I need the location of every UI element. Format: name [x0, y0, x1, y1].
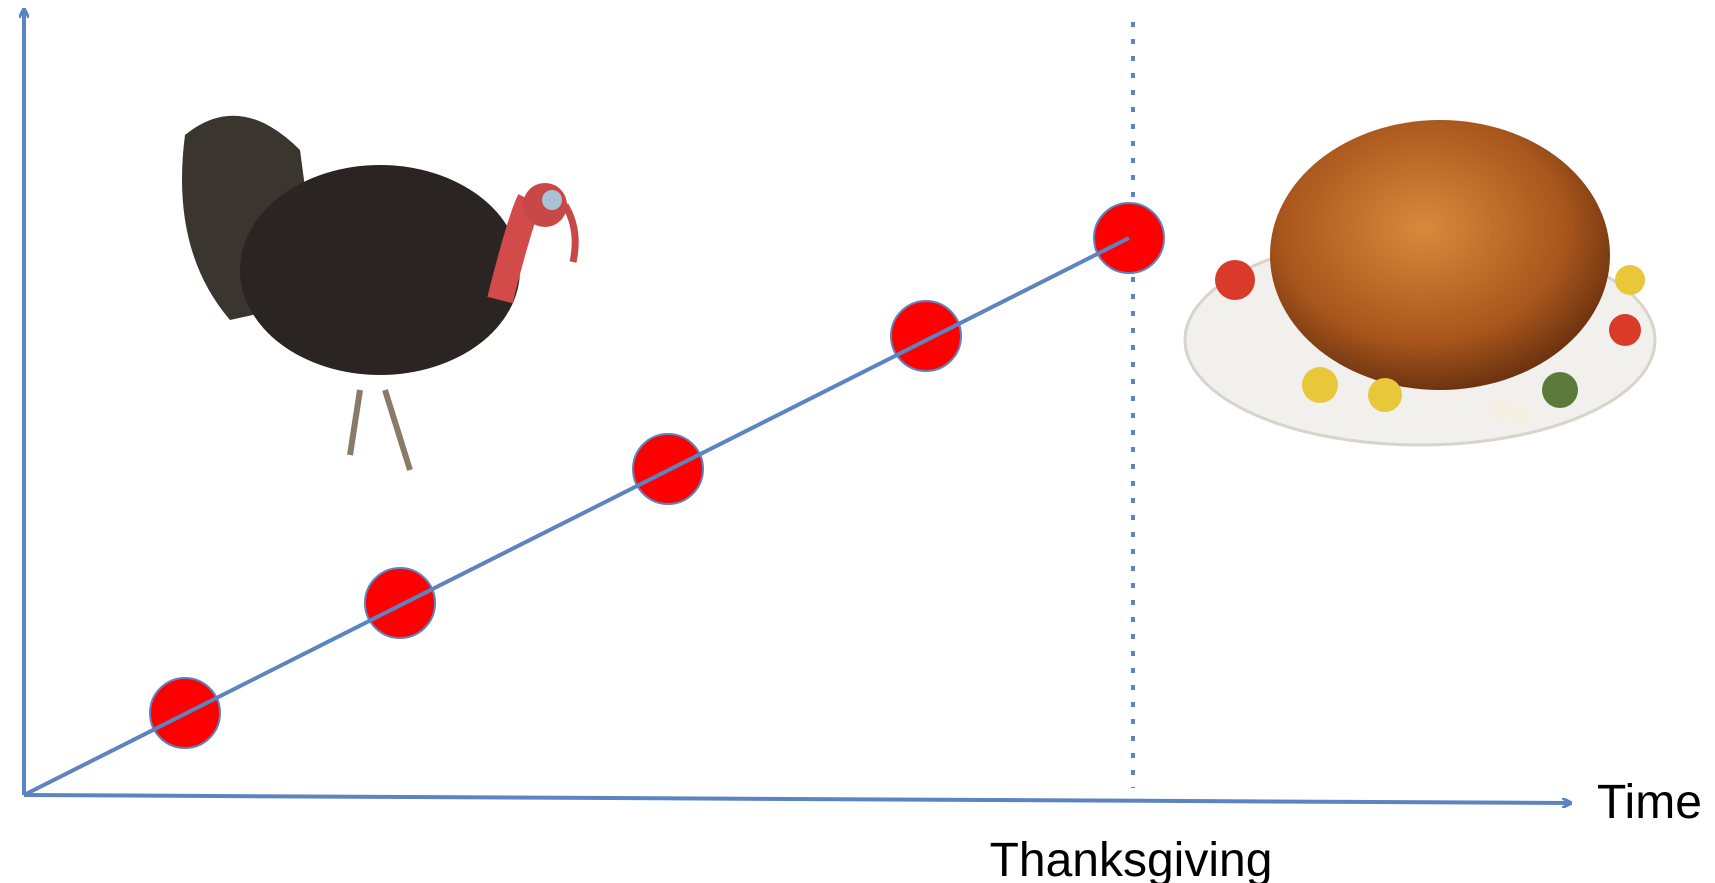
points — [149, 202, 1165, 749]
trend-line — [23, 236, 1130, 797]
point — [364, 567, 436, 639]
x-axis — [23, 793, 1570, 803]
event-label: Thanksgiving — [990, 834, 1273, 883]
point — [890, 300, 962, 372]
live-turkey — [182, 115, 579, 471]
x-axis-label: Time — [1597, 776, 1702, 829]
roast-turkey — [1183, 120, 1657, 447]
